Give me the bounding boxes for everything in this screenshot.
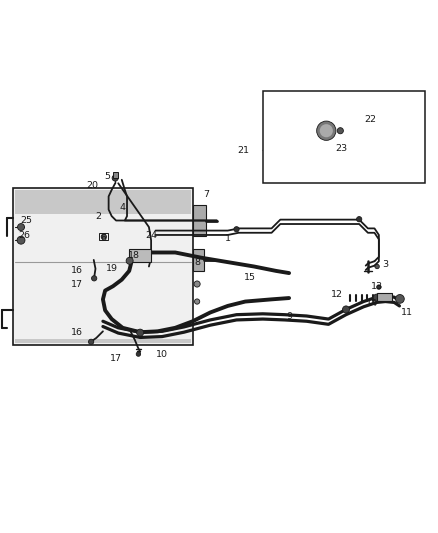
Circle shape [112, 175, 118, 181]
Circle shape [375, 264, 379, 269]
Text: 9: 9 [286, 312, 292, 321]
Bar [263, 91, 425, 183]
Text: 6: 6 [100, 233, 106, 243]
Bar [129, 249, 151, 262]
Circle shape [317, 121, 336, 140]
Circle shape [194, 299, 200, 304]
Bar [377, 293, 392, 301]
Text: 17: 17 [71, 279, 83, 288]
Text: 2: 2 [95, 212, 102, 221]
Circle shape [320, 124, 333, 138]
Text: 22: 22 [364, 115, 376, 124]
Circle shape [92, 276, 97, 281]
Bar [193, 249, 204, 271]
Text: 12: 12 [331, 290, 343, 300]
Circle shape [136, 352, 141, 356]
Bar [113, 172, 118, 178]
Text: 24: 24 [145, 231, 157, 240]
Text: 16: 16 [71, 266, 83, 276]
Text: 20: 20 [86, 181, 98, 190]
Text: 15: 15 [244, 273, 256, 282]
Circle shape [396, 295, 404, 303]
Circle shape [343, 306, 350, 313]
Text: 19: 19 [106, 264, 118, 273]
Circle shape [234, 227, 239, 232]
Circle shape [126, 257, 133, 264]
Text: 16: 16 [71, 328, 83, 337]
Bar [13, 188, 193, 345]
Bar [193, 205, 206, 236]
Circle shape [337, 128, 343, 134]
Text: 5: 5 [104, 172, 110, 181]
Circle shape [377, 285, 381, 289]
Circle shape [88, 339, 94, 344]
Bar [15, 339, 191, 343]
Circle shape [101, 234, 106, 239]
Text: 4: 4 [120, 203, 126, 212]
Text: 8: 8 [194, 257, 200, 266]
Circle shape [137, 329, 144, 336]
Circle shape [357, 216, 362, 222]
Bar [15, 190, 191, 214]
Text: 25: 25 [20, 216, 32, 225]
Text: 21: 21 [237, 146, 249, 155]
Circle shape [17, 236, 25, 244]
Text: 1: 1 [225, 233, 231, 243]
Circle shape [194, 281, 200, 287]
Text: 18: 18 [127, 251, 140, 260]
Bar [99, 233, 108, 240]
Text: 14: 14 [366, 299, 378, 308]
Text: 11: 11 [401, 308, 413, 317]
Text: 23: 23 [336, 144, 348, 153]
Text: 26: 26 [18, 231, 30, 240]
Text: 7: 7 [203, 190, 209, 199]
Text: 17: 17 [110, 354, 122, 363]
Text: 13: 13 [371, 282, 383, 290]
Text: 10: 10 [156, 350, 168, 359]
Circle shape [18, 223, 25, 231]
Circle shape [373, 294, 380, 301]
Text: 3: 3 [382, 260, 389, 269]
